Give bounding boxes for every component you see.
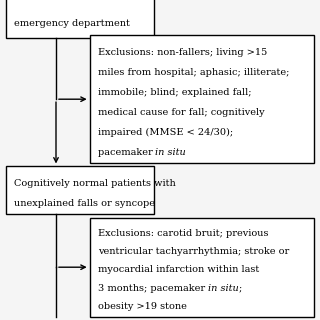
- Bar: [6, 166, 154, 214]
- Bar: [90, 35, 314, 163]
- Text: Exclusions: carotid bruit; previous: Exclusions: carotid bruit; previous: [98, 229, 268, 238]
- Bar: [6, 0, 154, 38]
- Bar: [90, 218, 314, 317]
- Text: ventricular tachyarrhythmia; stroke or: ventricular tachyarrhythmia; stroke or: [98, 247, 289, 256]
- Text: miles from hospital; aphasic; illiterate;: miles from hospital; aphasic; illiterate…: [98, 68, 289, 77]
- Text: emergency department: emergency department: [14, 19, 130, 28]
- Text: in situ: in situ: [156, 148, 186, 157]
- Text: pacemaker: pacemaker: [98, 148, 156, 157]
- Text: obesity >19 stone: obesity >19 stone: [98, 302, 187, 311]
- Text: unexplained falls or syncope: unexplained falls or syncope: [14, 199, 156, 208]
- Text: 3 months; pacemaker: 3 months; pacemaker: [98, 284, 208, 293]
- Text: in situ: in situ: [208, 284, 239, 293]
- Text: Cognitively normal patients with: Cognitively normal patients with: [14, 179, 176, 188]
- Text: medical cause for fall; cognitively: medical cause for fall; cognitively: [98, 108, 264, 117]
- Text: impaired (MMSE < 24/30);: impaired (MMSE < 24/30);: [98, 128, 233, 137]
- Text: Exclusions: non-fallers; living >15: Exclusions: non-fallers; living >15: [98, 48, 267, 57]
- Text: myocardial infarction within last: myocardial infarction within last: [98, 266, 259, 275]
- Text: ;: ;: [239, 284, 242, 293]
- Text: immobile; blind; explained fall;: immobile; blind; explained fall;: [98, 88, 251, 97]
